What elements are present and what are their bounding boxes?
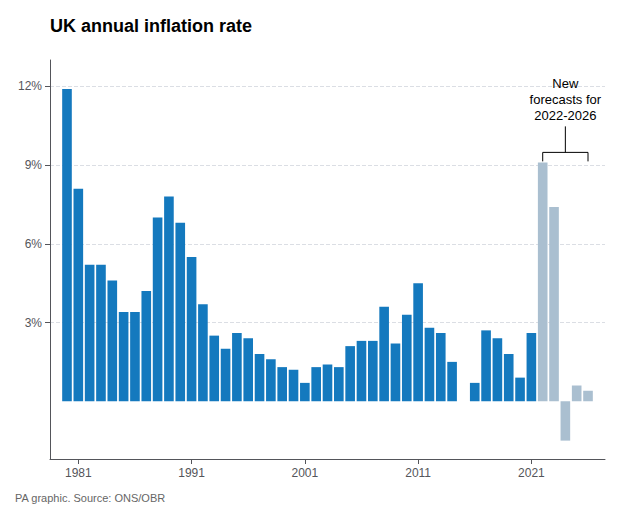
svg-text:9%: 9% (25, 158, 43, 172)
svg-text:UK annual inflation rate: UK annual inflation rate (50, 16, 252, 36)
svg-text:2022-2026: 2022-2026 (534, 108, 596, 123)
svg-text:1991: 1991 (178, 466, 205, 480)
svg-text:2001: 2001 (291, 466, 318, 480)
svg-text:2011: 2011 (405, 466, 431, 480)
svg-text:New: New (552, 76, 579, 91)
svg-text:forecasts for: forecasts for (530, 92, 602, 107)
svg-text:6%: 6% (25, 237, 43, 251)
svg-text:2021: 2021 (518, 466, 545, 480)
svg-text:1981: 1981 (65, 466, 92, 480)
svg-text:12%: 12% (18, 79, 42, 93)
svg-text:PA graphic. Source: ONS/OBR: PA graphic. Source: ONS/OBR (15, 492, 165, 504)
svg-text:3%: 3% (25, 316, 43, 330)
